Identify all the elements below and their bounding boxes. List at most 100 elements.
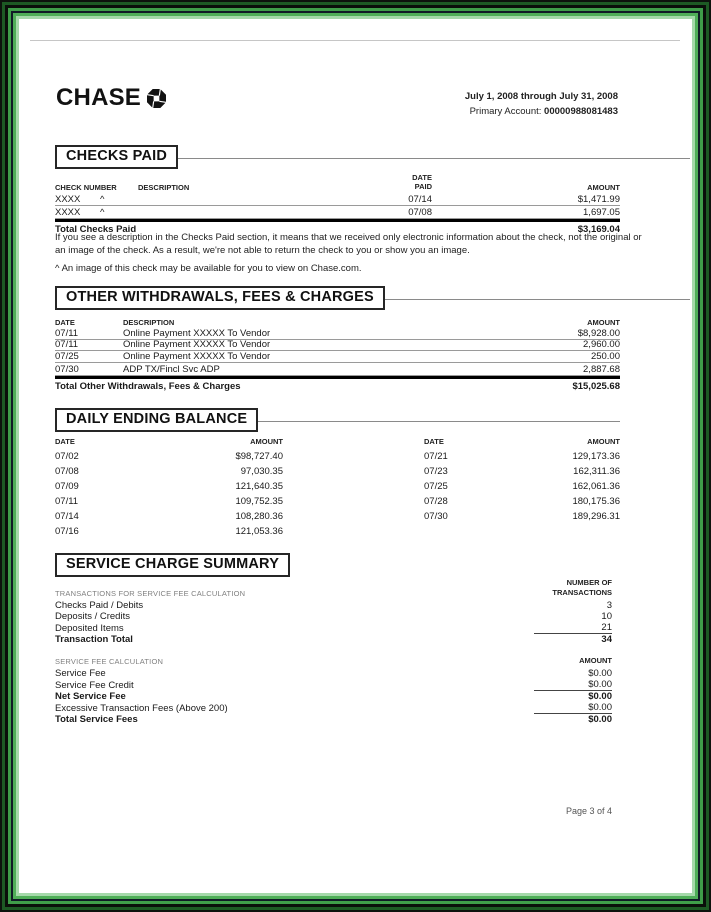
table-row: XXXX ^ 07/08 1,697.05 (55, 206, 620, 219)
txn-date: 07/30 (55, 364, 79, 376)
balance-date: 07/25 (424, 481, 448, 492)
balance-amount: 162,061.36 (572, 481, 620, 492)
col-date-paid: DATE PAID (412, 173, 432, 192)
balance-amount: 180,175.36 (572, 496, 620, 507)
check-date-paid: 07/14 (408, 194, 432, 205)
transactions-section-label: TRANSACTIONS FOR SERVICE FEE CALCULATION (55, 588, 246, 598)
statement-meta: July 1, 2008 through July 31, 2008 Prima… (465, 90, 618, 119)
txn-amount: 2,887.68 (583, 364, 620, 376)
primary-account: Primary Account: 00000988081483 (465, 105, 618, 120)
txn-description: Online Payment XXXXX To Vendor (123, 339, 271, 351)
row-value: $0.00 (588, 691, 612, 702)
check-image-mark: ^ (100, 206, 105, 218)
other-withdrawals-header-row: DATE DESCRIPTION AMOUNT (55, 317, 620, 328)
table-row: Deposited Items 21 (55, 622, 612, 635)
table-row: 07/25 162,061.36 (424, 479, 620, 494)
row-value: 10 (601, 611, 612, 623)
other-withdrawals-title: OTHER WITHDRAWALS, FEES & CHARGES (55, 286, 385, 310)
balance-date: 07/11 (55, 496, 79, 507)
row-label: Excessive Transaction Fees (Above 200) (55, 702, 228, 714)
service-fee-calculation-block: SERVICE FEE CALCULATION AMOUNT Service F… (55, 656, 612, 725)
check-image-mark: ^ (100, 194, 105, 205)
balance-date: 07/08 (55, 466, 79, 477)
table-row: 07/11 109,752.35 (55, 494, 283, 509)
chase-wordmark: CHASE (56, 84, 142, 111)
table-row: 07/28 180,175.36 (424, 494, 620, 509)
other-withdrawals-total-row: Total Other Withdrawals, Fees & Charges … (55, 376, 620, 392)
title-rule (258, 420, 620, 422)
col-check-number: CHECK NUMBER (55, 182, 117, 192)
row-label: Net Service Fee (55, 691, 126, 702)
primary-account-label: Primary Account: (469, 105, 542, 117)
other-withdrawals-table: DATE DESCRIPTION AMOUNT 07/11 Online Pay… (55, 317, 620, 392)
balance-date: 07/16 (55, 526, 79, 537)
col-description: DESCRIPTION (138, 182, 190, 192)
row-label: Deposits / Credits (55, 611, 130, 623)
row-value: $0.00 (534, 702, 612, 714)
transaction-total-row: Transaction Total 34 (55, 634, 612, 646)
txn-description: ADP TX/Fincl Svc ADP (123, 364, 220, 376)
daily-balance-header-row: DATE AMOUNT (55, 437, 283, 449)
col-amount: AMOUNT (250, 437, 283, 446)
table-row: 07/09 121,640.35 (55, 479, 283, 494)
table-row: 07/25 Online Payment XXXXX To Vendor 250… (55, 351, 620, 363)
checks-paid-header-row: CHECK NUMBER DESCRIPTION DATE PAID AMOUN… (55, 173, 620, 194)
title-rule (384, 298, 690, 300)
table-row: 07/30 189,296.31 (424, 509, 620, 524)
table-row: 07/08 97,030.35 (55, 464, 283, 479)
balance-amount: 97,030.35 (240, 466, 283, 477)
col-amount: AMOUNT (587, 437, 620, 446)
balance-amount: 108,280.36 (235, 511, 283, 522)
service-charge-summary-title: SERVICE CHARGE SUMMARY (55, 553, 291, 577)
check-date-paid: 07/08 (408, 206, 432, 218)
total-label: Total Checks Paid (55, 223, 137, 235)
service-charge-summary-section-title: SERVICE CHARGE SUMMARY (55, 553, 620, 577)
col-date: DATE (424, 437, 444, 446)
balance-date: 07/30 (424, 511, 448, 522)
table-row: 07/23 162,311.36 (424, 464, 620, 479)
statement-page: CHASE July 1, 2008 through July 31, 2008… (20, 20, 691, 892)
txn-amount: 2,960.00 (583, 339, 620, 351)
primary-account-number: 00000988081483 (544, 105, 618, 117)
checks-paid-table: CHECK NUMBER DESCRIPTION DATE PAID AMOUN… (55, 173, 620, 235)
row-value: $0.00 (588, 668, 612, 679)
row-label: Checks Paid / Debits (55, 599, 144, 611)
total-label: Transaction Total (55, 634, 133, 646)
balance-amount: 121,053.36 (235, 526, 283, 537)
transactions-header-row: TRANSACTIONS FOR SERVICE FEE CALCULATION… (55, 578, 612, 600)
balance-amount: 121,640.35 (235, 481, 283, 492)
check-number: XXXX (55, 206, 81, 218)
txn-description: Online Payment XXXXX To Vendor (123, 327, 271, 339)
txn-amount: 250.00 (590, 350, 620, 362)
col-amount: AMOUNT (587, 318, 620, 327)
row-value: $0.00 (534, 679, 612, 691)
table-row: 07/30 ADP TX/Fincl Svc ADP 2,887.68 (55, 364, 620, 376)
checks-paid-total-row: Total Checks Paid $3,169.04 (55, 218, 620, 235)
col-number-of-transactions: NUMBER OF TRANSACTIONS (552, 578, 612, 597)
row-value: 3 (606, 599, 612, 611)
total-label: Total Other Withdrawals, Fees & Charges (55, 381, 241, 392)
table-row: Service Fee $0.00 (55, 668, 612, 680)
fees-section-label: SERVICE FEE CALCULATION (55, 656, 164, 666)
col-amount: AMOUNT (579, 656, 612, 665)
txn-description: Online Payment XXXXX To Vendor (123, 350, 271, 362)
top-divider (30, 40, 680, 41)
checks-paid-note: If you see a description in the Checks P… (55, 232, 642, 256)
balance-date: 07/02 (55, 451, 79, 462)
checks-paid-title: CHECKS PAID (55, 145, 179, 169)
balance-amount: $98,727.40 (235, 451, 283, 462)
table-row: 07/14 108,280.36 (55, 509, 283, 524)
balance-amount: 189,296.31 (572, 511, 620, 522)
balance-date: 07/23 (424, 466, 448, 477)
total-value: 34 (601, 634, 612, 646)
title-rule (178, 157, 690, 159)
check-amount: 1,697.05 (583, 206, 620, 218)
row-label: Total Service Fees (55, 714, 138, 725)
checks-paid-footnote: ^ An image of this check may be availabl… (55, 263, 362, 274)
row-value: 21 (534, 622, 612, 635)
other-withdrawals-section-title: OTHER WITHDRAWALS, FEES & CHARGES (55, 286, 690, 310)
balance-date: 07/14 (55, 511, 79, 522)
col-amount: AMOUNT (587, 182, 620, 192)
txn-date: 07/11 (55, 327, 79, 339)
